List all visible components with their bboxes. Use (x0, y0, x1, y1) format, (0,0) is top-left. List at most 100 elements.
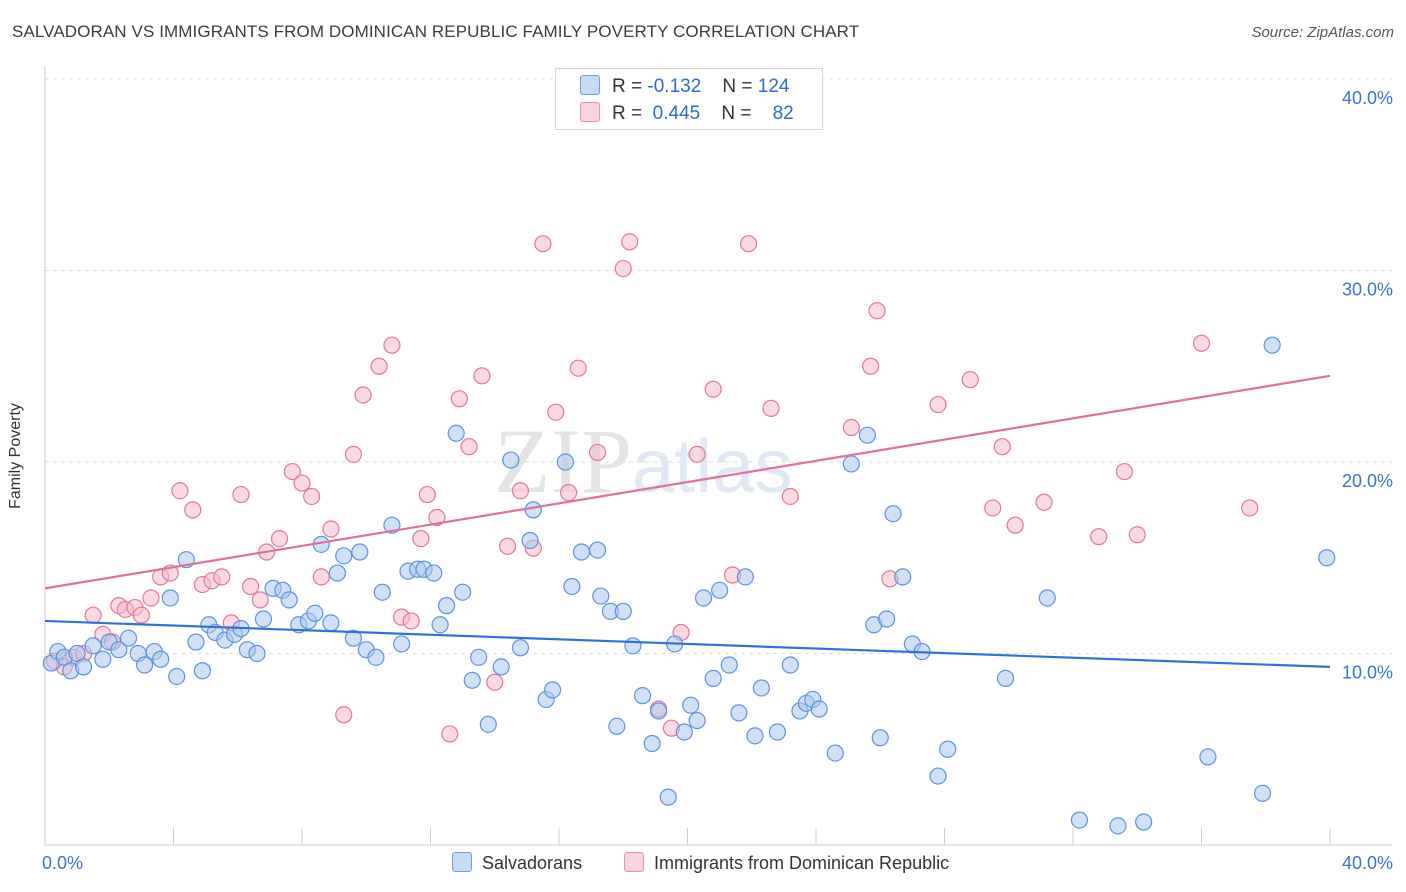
data-point (929, 395, 947, 414)
legend-row-dominican: R = 0.445 N = 82 (580, 102, 794, 126)
data-point (569, 359, 587, 377)
data-point (858, 426, 877, 444)
x-tick-label: 0.0% (42, 853, 83, 873)
data-point (450, 390, 469, 408)
data-point (312, 568, 330, 586)
data-point (984, 499, 1002, 517)
source-label: Source: ZipAtlas.com (1251, 24, 1394, 41)
data-point (412, 529, 430, 548)
data-point (193, 662, 212, 680)
data-point (524, 501, 542, 519)
data-point (878, 610, 896, 628)
data-point (283, 462, 301, 481)
data-point (367, 648, 385, 666)
data-point (344, 445, 362, 463)
data-point (322, 614, 340, 632)
data-point (682, 696, 700, 714)
data-point (871, 729, 889, 747)
data-point (242, 577, 260, 596)
legend-row-salvadorans: R = -0.132 N = 124 (580, 75, 789, 99)
data-point (460, 438, 478, 456)
y-tick-label: 10.0% (1342, 663, 1393, 683)
data-point (624, 637, 642, 655)
y-tick-labels: 10.0% 20.0% 30.0% 40.0% (1342, 88, 1393, 683)
data-point (335, 706, 353, 724)
data-point (392, 635, 411, 653)
data-point (1241, 499, 1259, 517)
data-point (486, 673, 504, 691)
data-point (502, 451, 520, 469)
data-point (675, 723, 693, 741)
data-point (437, 597, 456, 615)
data-point (428, 508, 446, 527)
data-point (746, 727, 764, 745)
data-point (621, 233, 639, 251)
data-point (704, 380, 722, 398)
correlation-legend: R = -0.132 N = 124 R = 0.445 N = 82 (555, 68, 823, 130)
data-point (248, 644, 266, 663)
data-point (1135, 813, 1153, 831)
data-point (534, 235, 552, 253)
legend-r-value: 0.445 (652, 103, 701, 124)
data-point (688, 711, 706, 730)
data-point (649, 702, 668, 720)
data-point (781, 487, 799, 506)
data-point (614, 259, 632, 278)
legend-n-value: 82 (772, 103, 794, 124)
data-point (335, 547, 353, 565)
data-point (187, 633, 205, 651)
data-point (454, 583, 472, 601)
data-point (720, 656, 738, 674)
data-point (781, 656, 799, 674)
legend-swatch-pink (624, 852, 644, 872)
data-point (152, 650, 170, 668)
data-point (402, 612, 420, 630)
data-point (370, 357, 388, 375)
data-point (119, 629, 138, 647)
data-point (1006, 516, 1024, 534)
data-point (736, 568, 754, 586)
data-point (826, 744, 844, 762)
data-point (511, 482, 530, 500)
y-tick-label: 40.0% (1342, 88, 1393, 108)
data-point (752, 679, 770, 697)
data-point (862, 357, 880, 375)
data-point (499, 537, 517, 555)
data-point (135, 656, 154, 674)
data-point (473, 367, 491, 385)
legend-swatch-blue (452, 852, 472, 872)
y-tick-label: 20.0% (1342, 471, 1393, 491)
data-point (961, 371, 979, 389)
data-point (993, 438, 1011, 456)
data-point (762, 399, 780, 417)
data-point (168, 667, 186, 686)
data-point (1070, 811, 1089, 829)
data-point (306, 604, 324, 622)
trend-line-salvadorans (44, 619, 1331, 669)
data-point (730, 704, 748, 722)
data-point (588, 443, 607, 462)
data-point (996, 669, 1015, 687)
data-point (84, 637, 102, 655)
data-point (929, 767, 947, 785)
data-point (768, 723, 787, 741)
data-point (94, 650, 112, 668)
data-point (270, 529, 289, 548)
data-point (521, 531, 539, 550)
data-point (1115, 462, 1134, 481)
data-point (688, 445, 706, 463)
data-point (254, 610, 273, 628)
legend-r-value: -0.132 (647, 76, 702, 97)
data-point (1253, 784, 1272, 802)
trend-lines (44, 374, 1331, 669)
legend-n-value: 124 (757, 76, 790, 97)
data-point (171, 482, 189, 500)
data-point (373, 583, 391, 601)
data-point (383, 516, 401, 534)
data-point (492, 658, 510, 676)
data-point (894, 568, 912, 586)
data-point (351, 543, 369, 561)
watermark: ZIP atlas (494, 410, 793, 512)
data-point (543, 681, 562, 699)
